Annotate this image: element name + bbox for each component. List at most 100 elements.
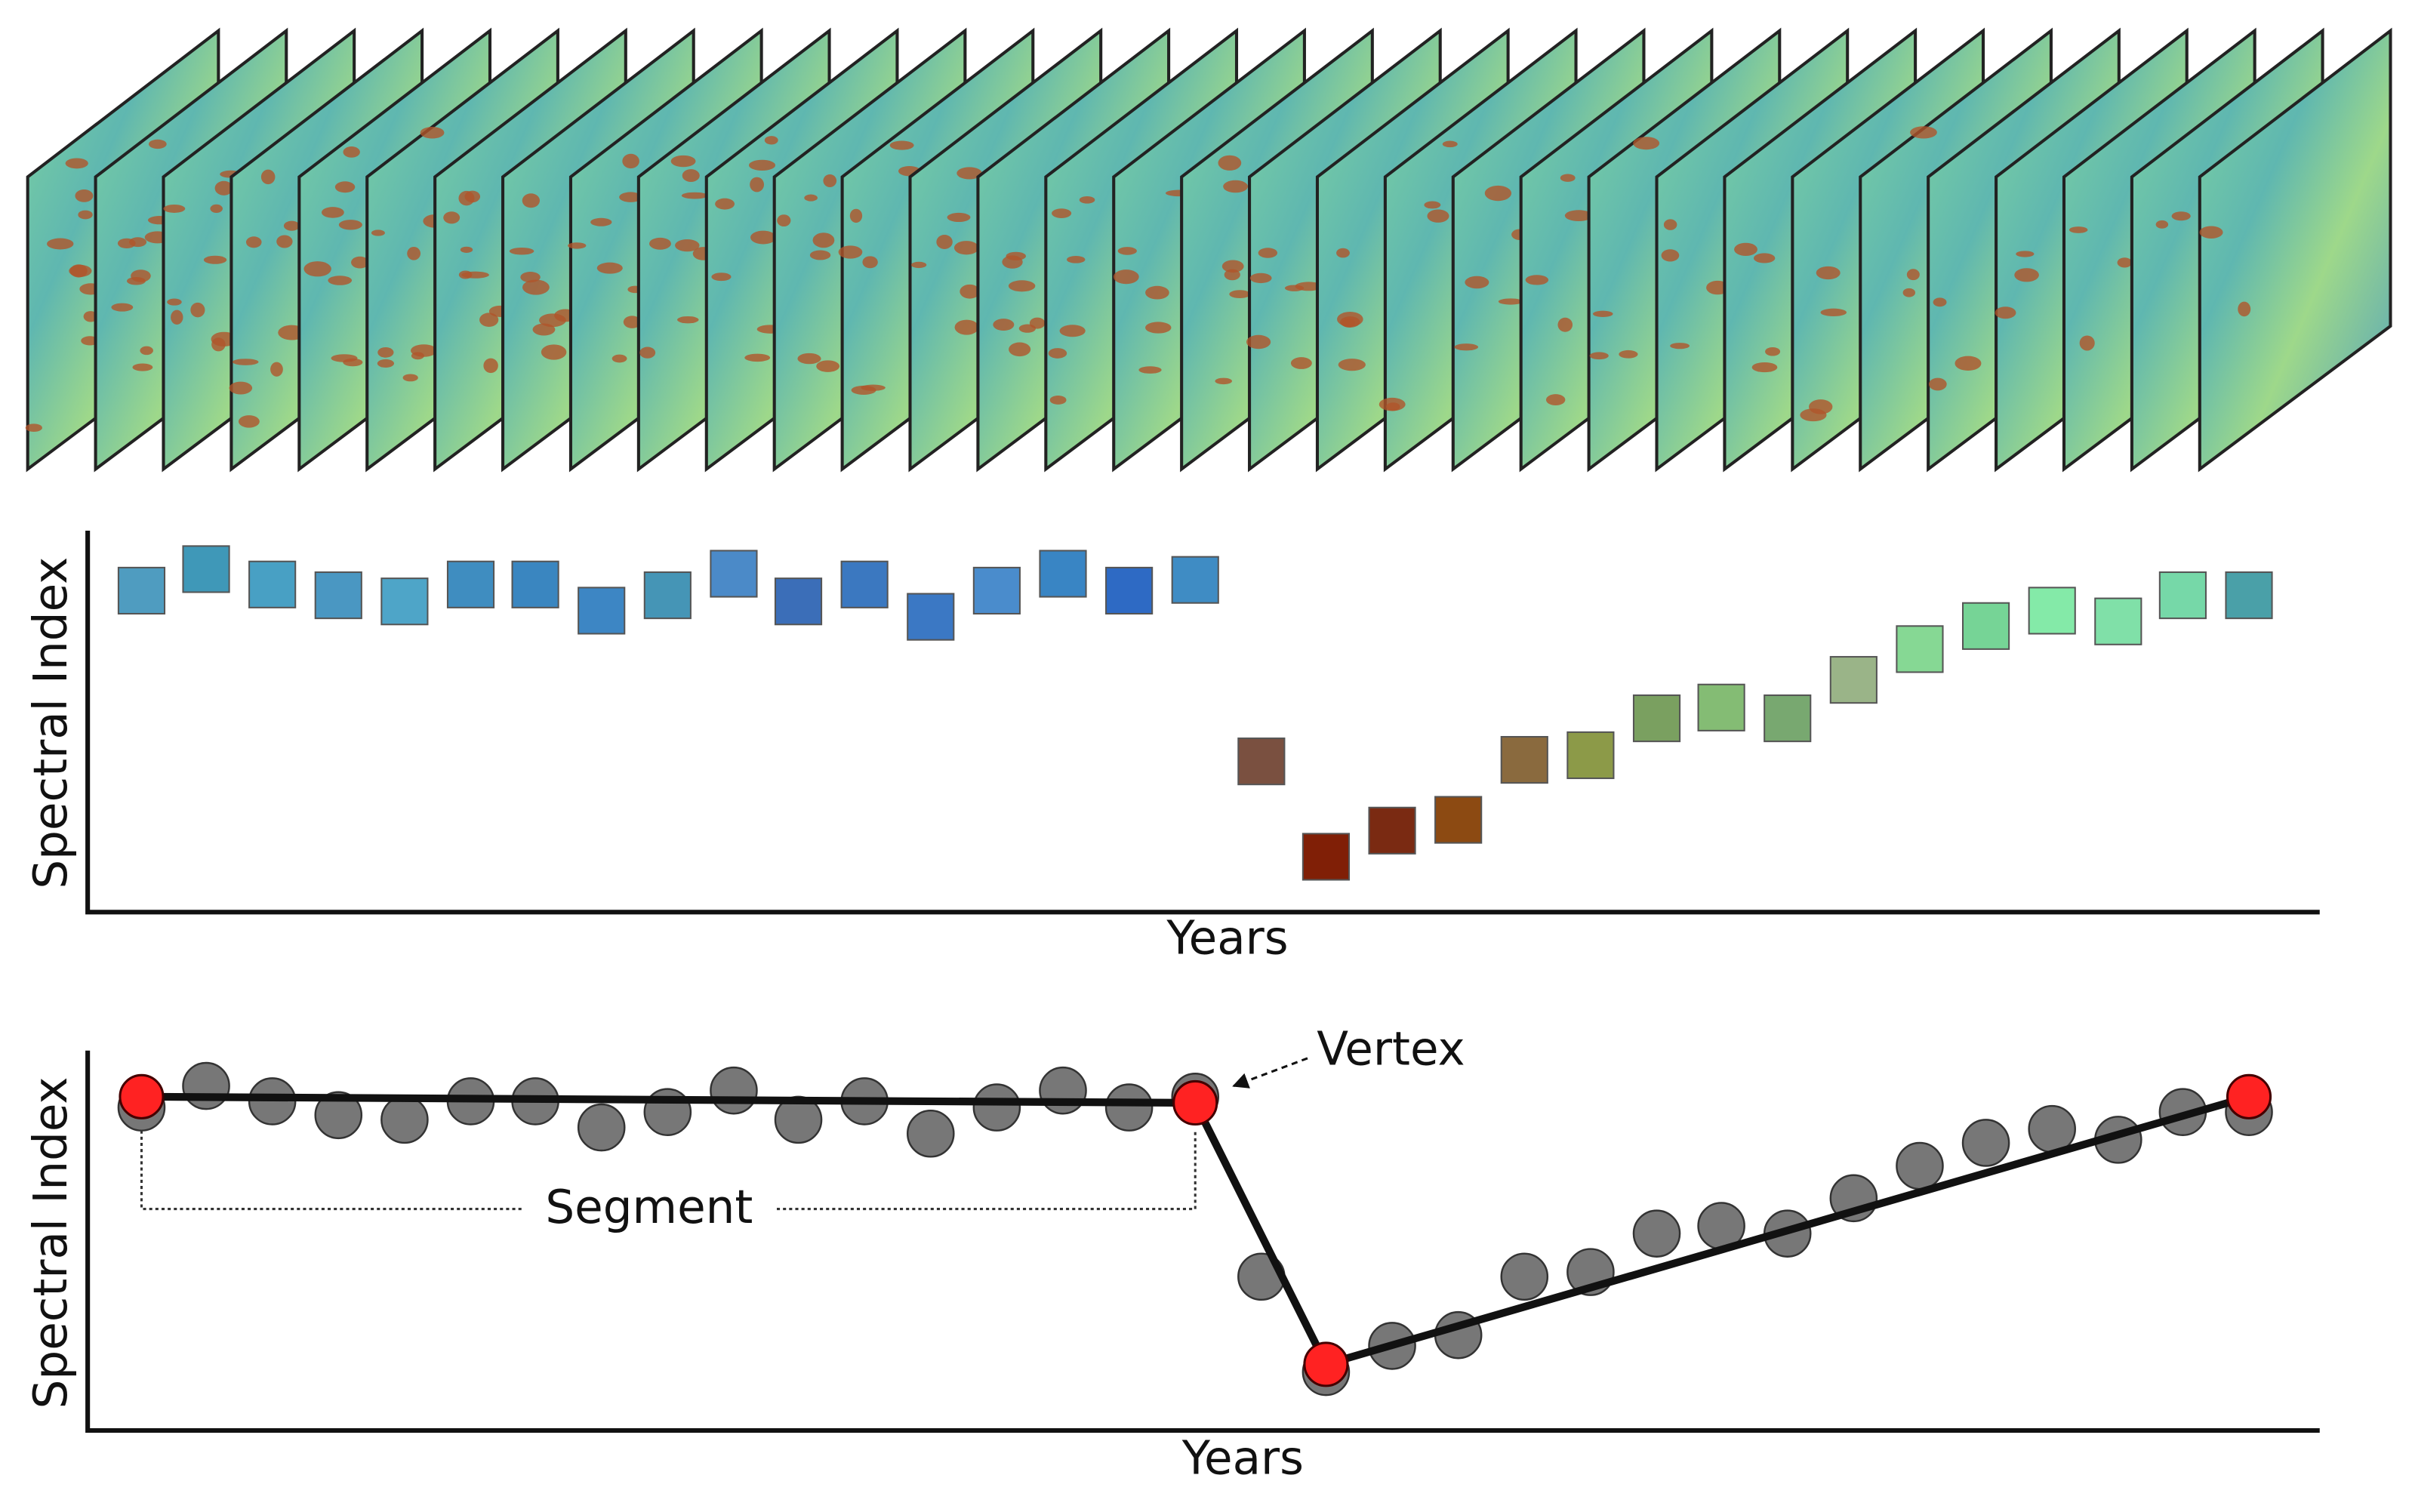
disturbance-patch — [522, 279, 550, 295]
disturbance-patch — [1734, 242, 1757, 257]
disturbance-patch — [1295, 282, 1323, 291]
disturbance-patch — [823, 174, 837, 187]
disturbance-patch — [993, 319, 1015, 331]
disturbance-patch — [1059, 325, 1086, 337]
observation-point — [314, 1091, 363, 1140]
disturbance-patch — [623, 316, 641, 328]
disturbance-patch — [622, 153, 639, 169]
vertices — [119, 1073, 2272, 1387]
disturbance-patch — [1545, 394, 1566, 406]
disturbance-patch — [377, 359, 395, 368]
disturbance-patch — [1557, 317, 1573, 332]
observation-square — [314, 571, 362, 620]
observation-square — [1237, 738, 1286, 786]
y-axis-label: Spectral Index — [24, 1076, 78, 1409]
disturbance-patch — [111, 303, 134, 312]
disturbance-patch — [1008, 280, 1036, 292]
disturbance-patch — [1800, 408, 1827, 422]
disturbance-patch — [411, 352, 424, 360]
vertex — [1172, 1079, 1218, 1126]
disturbance-patch — [1465, 276, 1489, 289]
vertex — [1303, 1341, 1349, 1387]
disturbance-patch — [270, 362, 283, 377]
disturbance-patch — [2016, 251, 2035, 257]
disturbance-patch — [276, 235, 293, 248]
disturbance-patch — [1498, 298, 1523, 305]
observation-square — [1301, 833, 1351, 881]
disturbance-patch — [1589, 352, 1609, 360]
disturbance-patch — [1113, 269, 1139, 285]
disturbance-patch — [214, 180, 233, 196]
observation-point — [380, 1095, 429, 1144]
disturbance-patch — [167, 298, 182, 306]
disturbance-patch — [522, 193, 541, 208]
disturbance-patch — [1249, 273, 1272, 284]
disturbance-patch — [129, 237, 147, 248]
disturbance-patch — [1661, 249, 1680, 262]
disturbance-patch — [210, 204, 223, 213]
disturbance-patch — [849, 208, 863, 223]
observation-point — [906, 1109, 955, 1158]
disturbance-patch — [541, 344, 567, 360]
disturbance-patch — [1229, 290, 1251, 299]
disturbance-patch — [2199, 226, 2223, 239]
observation-square — [2225, 571, 2273, 620]
disturbance-patch — [232, 359, 259, 365]
disturbance-patch — [797, 353, 821, 365]
disturbance-patch — [1928, 377, 1947, 391]
observation-square — [2028, 587, 2076, 635]
disturbance-patch — [1049, 395, 1067, 405]
disturbance-patch — [131, 269, 151, 282]
axes — [85, 530, 2320, 915]
disturbance-patch — [670, 155, 696, 168]
disturbance-patch — [338, 220, 362, 230]
disturbance-patch — [953, 241, 979, 255]
disturbance-patch — [1753, 253, 1776, 263]
observation-square — [117, 566, 166, 615]
disturbance-patch — [1009, 342, 1031, 357]
disturbance-patch — [1484, 185, 1512, 202]
observation-square — [1500, 736, 1548, 784]
observation-square — [1105, 566, 1154, 615]
disturbance-patch — [851, 385, 876, 395]
disturbance-patch — [351, 256, 369, 269]
x-axis-label: Years — [1166, 912, 1288, 965]
disturbance-patch — [675, 239, 700, 252]
disturbance-patch — [69, 264, 92, 277]
disturbance-patch — [245, 236, 262, 248]
disturbance-patch — [1223, 180, 1249, 193]
disturbance-patch — [371, 229, 385, 236]
disturbance-patch — [283, 220, 300, 231]
disturbance-patch — [343, 358, 363, 367]
disturbance-patch — [1933, 297, 1947, 307]
image-frame — [2198, 27, 2392, 473]
disturbance-patch — [750, 230, 776, 245]
observation-point — [182, 1061, 230, 1110]
observation-square — [1764, 694, 1812, 743]
disturbance-patch — [1816, 266, 1841, 280]
disturbance-patch — [1221, 260, 1244, 273]
disturbance-patch — [2238, 301, 2251, 317]
disturbance-patch — [190, 302, 205, 318]
panel-segmentation: Spectral Index Years Vertex Segment — [24, 1022, 2320, 1485]
disturbance-patch — [1218, 155, 1242, 171]
observation-square — [1632, 694, 1681, 743]
observation-point — [1039, 1066, 1087, 1115]
disturbance-patch — [1145, 322, 1172, 334]
disturbance-patch — [2069, 226, 2088, 233]
disturbance-patch — [25, 423, 42, 433]
disturbance-patch — [1564, 210, 1593, 222]
frame-face — [2198, 27, 2392, 473]
disturbance-patch — [1592, 310, 1613, 317]
disturbance-patch — [132, 363, 153, 371]
disturbance-patch — [420, 126, 445, 139]
vertex-label: Vertex — [1317, 1022, 1465, 1076]
disturbance-patch — [619, 192, 642, 202]
observation-square — [2094, 597, 2142, 645]
disturbance-patch — [954, 319, 979, 335]
vertex-arrow — [1232, 1057, 1308, 1089]
disturbance-patch — [260, 169, 276, 185]
disturbance-patch — [461, 271, 489, 279]
disturbance-patch — [639, 346, 656, 359]
